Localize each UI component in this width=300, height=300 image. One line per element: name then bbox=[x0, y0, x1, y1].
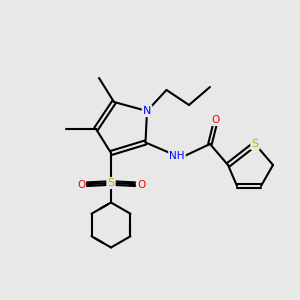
Text: O: O bbox=[212, 115, 220, 125]
Text: S: S bbox=[107, 178, 115, 188]
Text: S: S bbox=[251, 139, 259, 149]
Text: O: O bbox=[77, 179, 85, 190]
Text: NH: NH bbox=[169, 151, 185, 161]
Text: N: N bbox=[143, 106, 151, 116]
Text: O: O bbox=[137, 179, 145, 190]
